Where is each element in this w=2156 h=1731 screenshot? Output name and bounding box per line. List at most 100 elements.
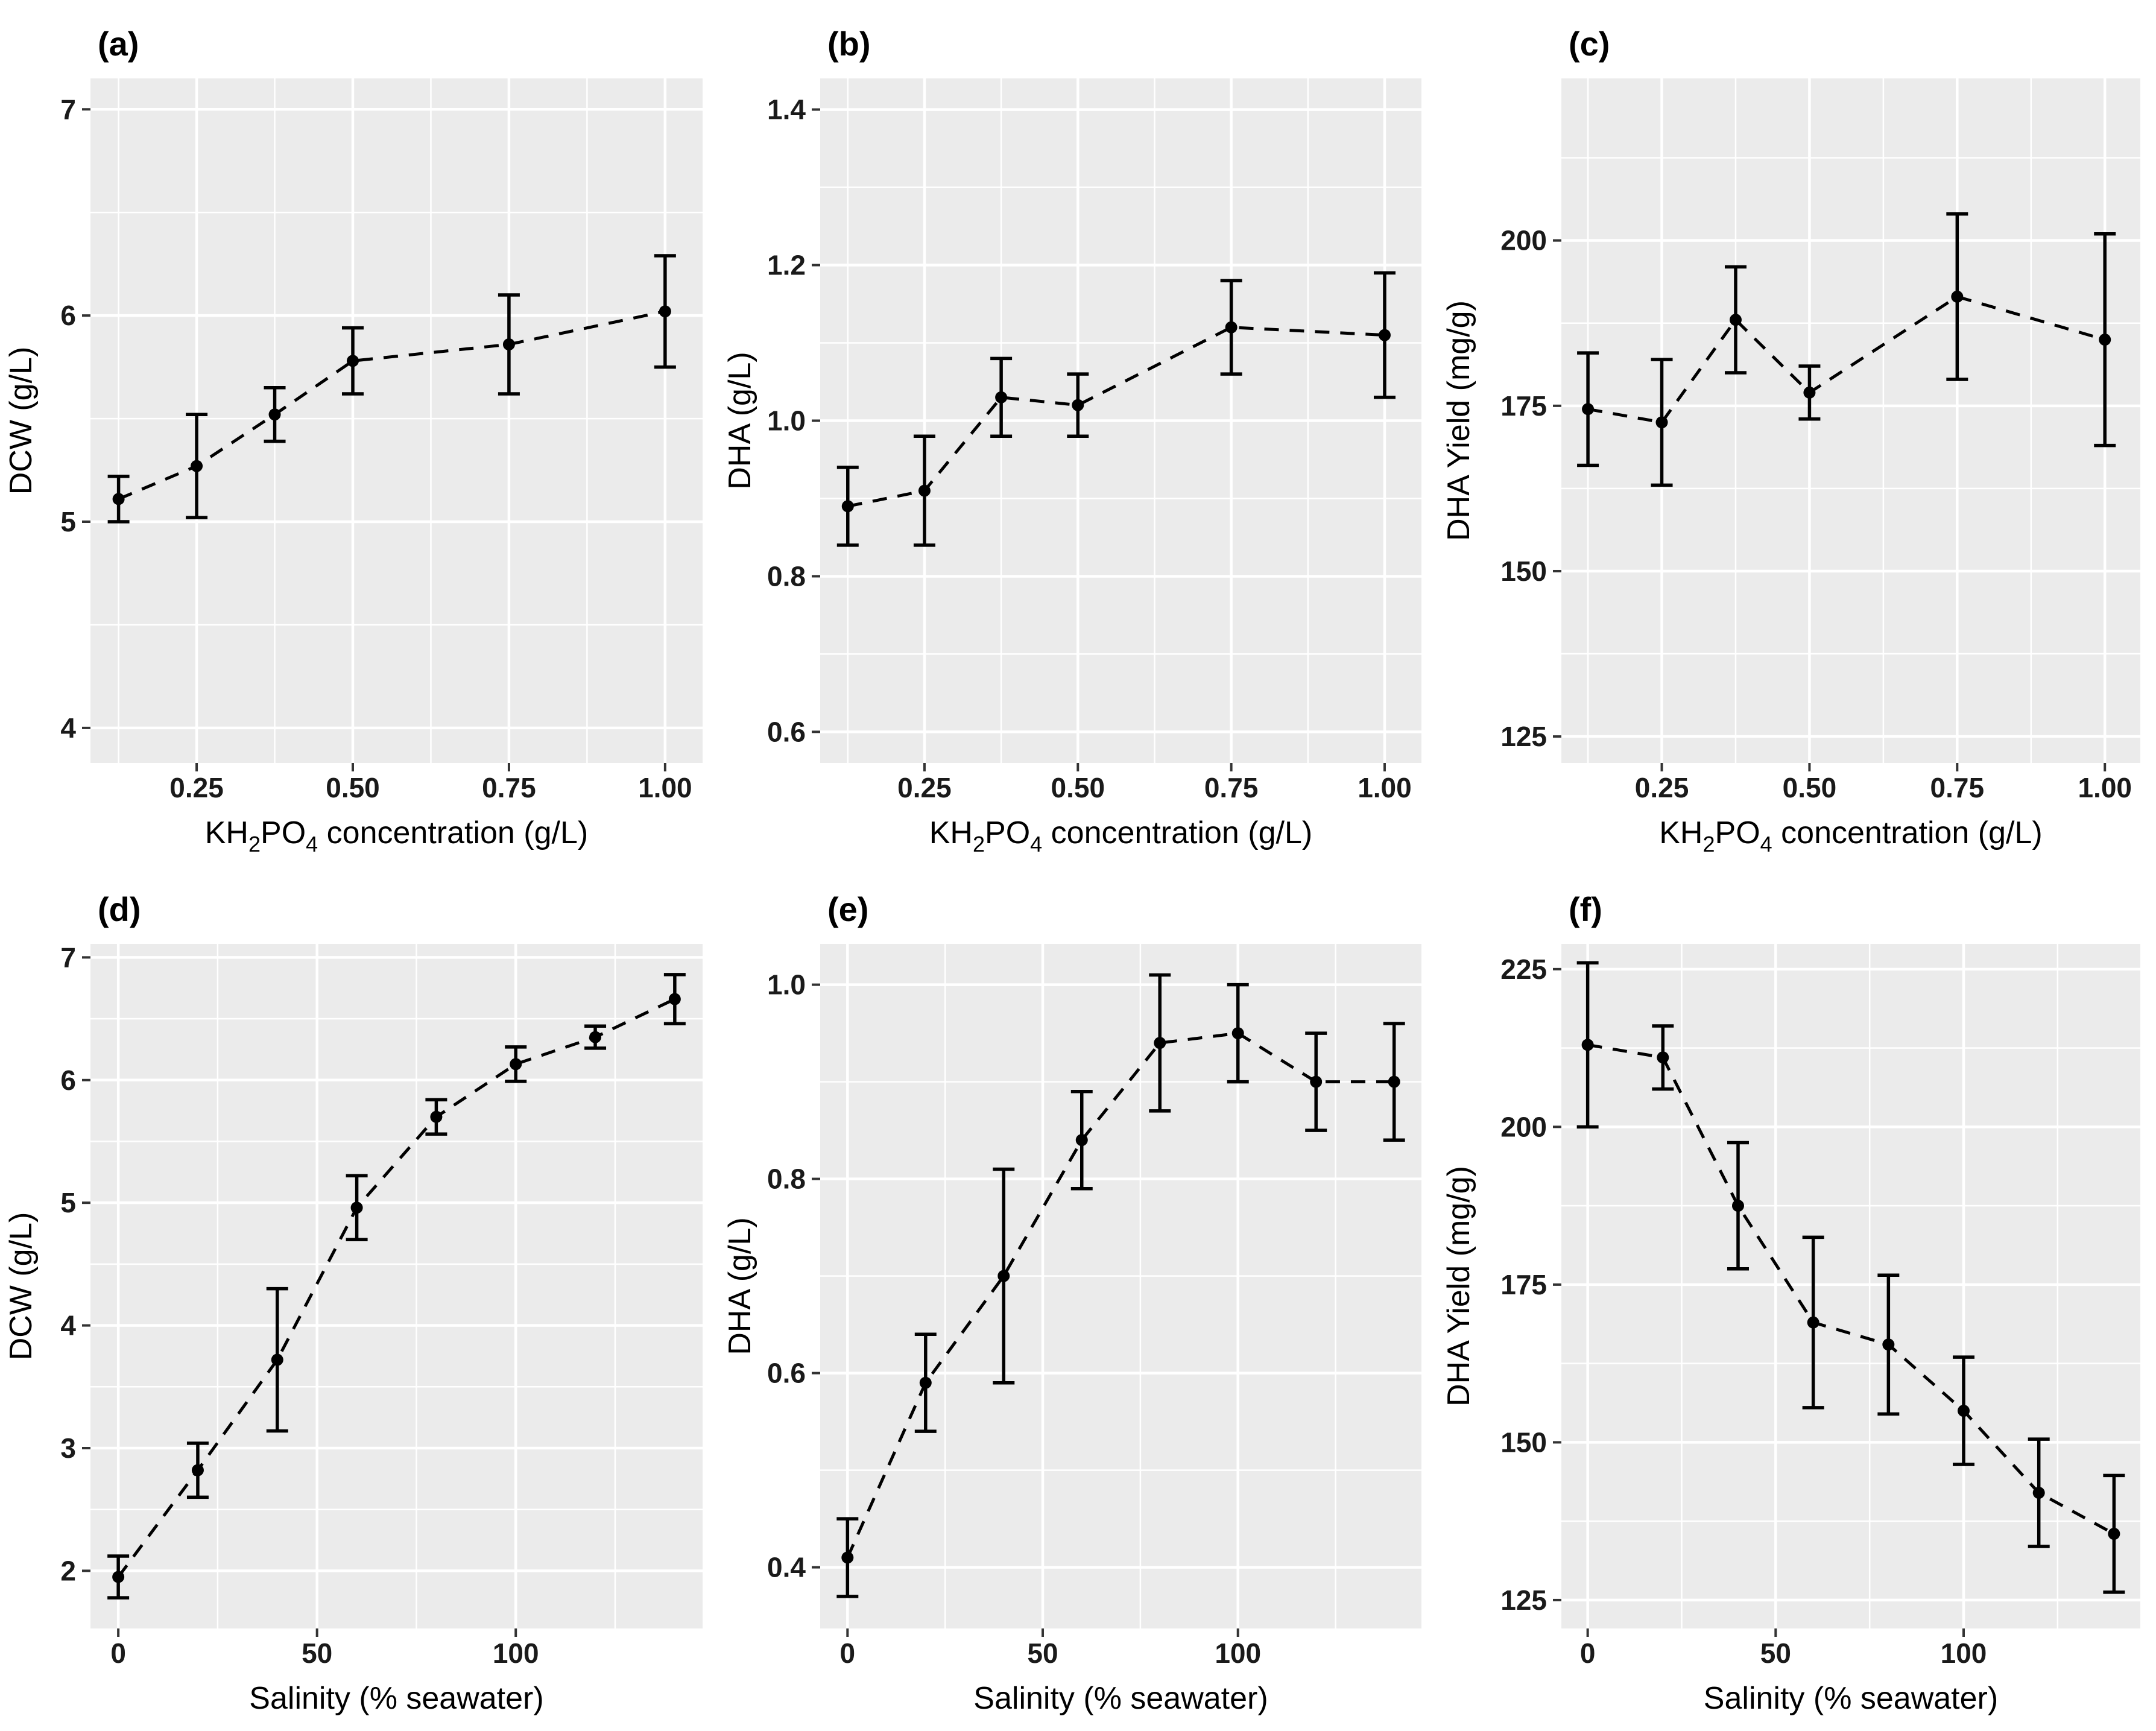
panel-c-chart: 0.25 0.50 0.75 1.00 125 150 175 200 (c) KH2PO4 co…: [1441, 25, 2140, 856]
x-tick-label: 100: [493, 1638, 539, 1669]
data-point: [668, 993, 681, 1005]
y-tick-label: 2: [60, 1555, 76, 1586]
panel-tag: (e): [827, 890, 868, 928]
data-point: [1582, 403, 1595, 416]
y-tick-label: 1.0: [767, 405, 806, 437]
data-point: [112, 1571, 125, 1583]
x-tick-label: 50: [1027, 1638, 1058, 1669]
y-tick-label: 0.6: [767, 716, 806, 747]
panel-tag: (b): [827, 25, 871, 63]
y-tick-label: 125: [1500, 721, 1547, 752]
x-tick-label: 50: [1760, 1638, 1791, 1669]
y-tick-label: 1.4: [767, 94, 806, 125]
panel-tag: (f): [1569, 890, 1602, 928]
plot-background: [820, 944, 1421, 1628]
y-tick-label: 0.6: [767, 1358, 806, 1389]
y-tick-label: 6: [60, 1065, 76, 1096]
data-point: [1310, 1075, 1323, 1088]
data-point: [589, 1031, 602, 1043]
panel-a-chart: 0.25 0.50 0.75 1.00 4 5 6 7 (a) KH2PO4 concentrat…: [4, 25, 703, 856]
data-point: [1154, 1037, 1166, 1049]
data-point: [1225, 321, 1238, 334]
data-point: [268, 408, 281, 421]
x-tick-label: 0.75: [1204, 772, 1259, 803]
x-tick-label: 0: [1580, 1638, 1596, 1669]
x-tick-label: 0.75: [482, 772, 536, 803]
x-tick-label: 0.25: [897, 772, 952, 803]
data-point: [841, 500, 854, 513]
x-tick-label: 0.25: [169, 772, 224, 803]
data-point: [191, 460, 203, 472]
panel-tag: (c): [1569, 25, 1610, 63]
data-point: [1655, 416, 1668, 429]
data-point: [271, 1353, 283, 1366]
data-point: [1731, 1200, 1744, 1212]
panel-d: 0 50 100 2 3 4 5 6 7 (d) Salinity (% seawater) DCW …: [0, 866, 719, 1731]
x-tick-label: 50: [302, 1638, 332, 1669]
data-line: [117, 998, 675, 1578]
data-line: [847, 326, 1385, 508]
data-point: [1958, 1405, 1970, 1417]
y-axis-label: DHA Yield (mg/g): [1441, 300, 1476, 541]
y-tick-label: 5: [60, 506, 76, 537]
data-point: [1072, 399, 1084, 411]
y-tick-label: 3: [60, 1432, 76, 1464]
y-tick-label: 0.8: [767, 1163, 806, 1195]
x-tick-label: 1.00: [2078, 772, 2132, 803]
panel-b: 0.25 0.50 0.75 1.00 0.6 0.8 1.0 1.2 1.4 (b) KH2PO4…: [719, 0, 1438, 866]
y-tick-label: 200: [1500, 1111, 1547, 1142]
data-point: [1951, 290, 1964, 303]
y-tick-label: 125: [1500, 1584, 1547, 1616]
data-point: [841, 1551, 854, 1564]
x-axis-label: KH2PO4 concentration (g/L): [1659, 815, 2042, 856]
data-point: [1388, 1075, 1400, 1088]
x-tick-label: 100: [1941, 1638, 1987, 1669]
y-tick-label: 150: [1500, 555, 1547, 587]
y-tick-label: 225: [1500, 954, 1547, 985]
data-point: [2032, 1487, 2045, 1499]
data-point: [919, 1376, 932, 1389]
data-point: [2099, 334, 2111, 346]
y-tick-label: 6: [60, 300, 76, 331]
data-point: [1882, 1338, 1895, 1351]
panel-e: 0 50 100 0.4 0.6 0.8 1.0 (e) Salinity (% seawate…: [719, 866, 1438, 1731]
y-axis-label: DHA (g/L): [722, 352, 757, 489]
plot-background: [1561, 944, 2140, 1628]
x-tick-label: 0: [110, 1638, 126, 1669]
x-tick-label: 1.00: [1358, 772, 1412, 803]
data-point: [112, 493, 125, 505]
data-point: [191, 1464, 204, 1476]
panel-tag: (a): [98, 25, 139, 63]
y-tick-label: 200: [1500, 225, 1547, 256]
y-axis-label: DCW (g/L): [4, 1212, 39, 1361]
data-point: [1803, 386, 1816, 399]
y-tick-label: 150: [1500, 1426, 1547, 1458]
data-point: [918, 484, 931, 497]
panel-f: 0 50 100 125 150 175 200 225 (f) Salinity (% seaw…: [1438, 866, 2156, 1731]
y-axis-label: DHA (g/L): [722, 1217, 757, 1355]
data-line: [1587, 1043, 2115, 1536]
data-point: [1231, 1027, 1244, 1040]
plot-background: [90, 944, 703, 1628]
data-point: [502, 338, 515, 351]
data-point: [350, 1201, 363, 1214]
data-point: [659, 305, 671, 318]
data-line: [846, 1031, 1394, 1559]
x-axis-label: KH2PO4 concentration (g/L): [929, 815, 1312, 856]
data-point: [1378, 329, 1391, 341]
y-tick-label: 4: [60, 1310, 76, 1341]
data-point: [430, 1110, 443, 1123]
x-axis-label: Salinity (% seawater): [249, 1681, 543, 1716]
x-tick-label: 0.50: [1051, 772, 1105, 803]
y-tick-label: 0.4: [767, 1552, 806, 1583]
x-tick-label: 100: [1215, 1638, 1261, 1669]
panel-b-chart: 0.25 0.50 0.75 1.00 0.6 0.8 1.0 1.2 1.4 (b) KH2PO4…: [722, 25, 1421, 856]
panel-e-chart: 0 50 100 0.4 0.6 0.8 1.0 (e) Salinity (% seawate…: [722, 890, 1421, 1716]
data-point: [2108, 1528, 2120, 1540]
panel-f-chart: 0 50 100 125 150 175 200 225 (f) Salinity (% seaw…: [1441, 890, 2140, 1716]
data-line: [118, 309, 666, 501]
panel-d-chart: 0 50 100 2 3 4 5 6 7 (d) Salinity (% seawater) DCW …: [4, 890, 703, 1716]
data-point: [1581, 1039, 1594, 1051]
data-point: [1075, 1134, 1088, 1147]
